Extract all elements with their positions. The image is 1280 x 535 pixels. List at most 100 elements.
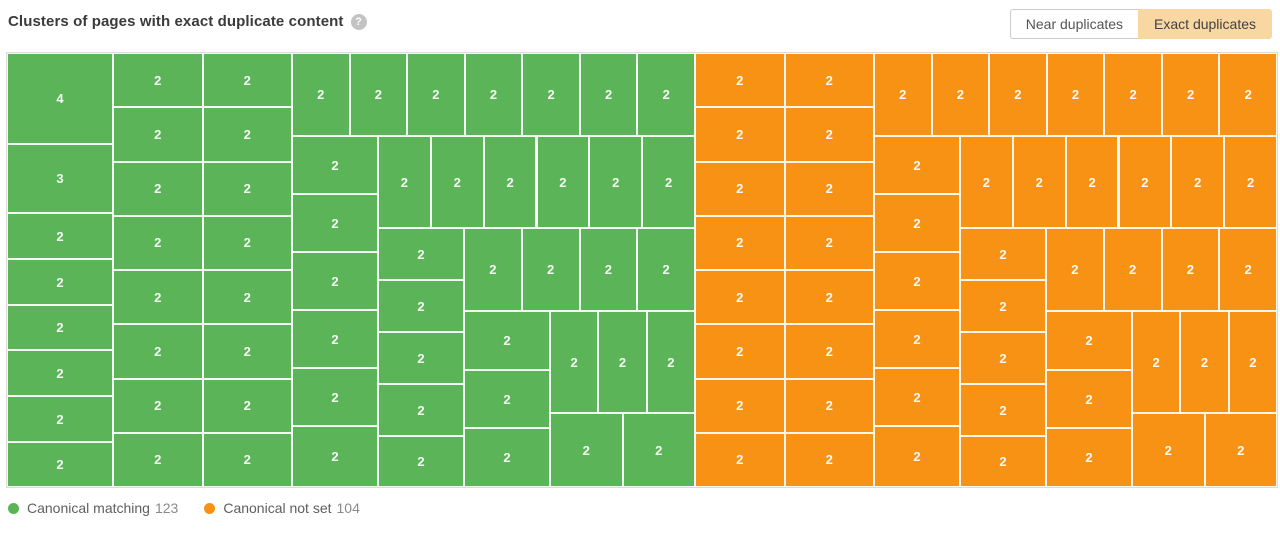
treemap-cell[interactable]: 2 bbox=[378, 332, 464, 384]
treemap-cell[interactable]: 2 bbox=[464, 53, 523, 136]
treemap-cell[interactable]: 2 bbox=[378, 384, 464, 436]
exact-duplicates-button[interactable]: Exact duplicates bbox=[1138, 9, 1272, 39]
treemap-cell[interactable]: 2 bbox=[1161, 53, 1220, 136]
treemap-cell[interactable]: 3 bbox=[7, 144, 113, 213]
treemap-cell[interactable]: 2 bbox=[202, 53, 292, 108]
treemap-cell[interactable]: 2 bbox=[113, 378, 203, 433]
treemap-cell[interactable]: 2 bbox=[1219, 53, 1277, 136]
treemap-cell[interactable]: 2 bbox=[464, 370, 550, 428]
treemap-cell[interactable]: 2 bbox=[521, 228, 580, 311]
treemap-cell[interactable]: 2 bbox=[695, 324, 785, 379]
treemap-cell[interactable]: 2 bbox=[695, 432, 785, 487]
treemap-cell[interactable]: 2 bbox=[784, 107, 874, 162]
treemap-cell[interactable]: 2 bbox=[349, 53, 408, 136]
treemap-cell[interactable]: 2 bbox=[960, 280, 1046, 332]
treemap-cell[interactable]: 2 bbox=[931, 53, 990, 136]
treemap-cell[interactable]: 2 bbox=[522, 53, 580, 136]
treemap-cell[interactable]: 2 bbox=[292, 53, 350, 136]
treemap-cell[interactable]: 2 bbox=[292, 310, 378, 368]
treemap-cell[interactable]: 2 bbox=[7, 396, 113, 442]
treemap-cell[interactable]: 2 bbox=[292, 252, 378, 310]
treemap-cell[interactable]: 2 bbox=[292, 426, 378, 487]
treemap-cell[interactable]: 2 bbox=[646, 311, 695, 413]
treemap-cell[interactable]: 2 bbox=[784, 215, 874, 270]
treemap-cell[interactable]: 2 bbox=[1180, 311, 1229, 413]
treemap-cell[interactable]: 2 bbox=[960, 228, 1046, 280]
treemap-cell[interactable]: 2 bbox=[1224, 136, 1277, 228]
treemap-cell[interactable]: 2 bbox=[637, 53, 695, 136]
treemap-cell[interactable]: 2 bbox=[695, 378, 785, 433]
treemap-cell[interactable]: 2 bbox=[874, 426, 960, 487]
treemap-cell[interactable]: 2 bbox=[589, 136, 643, 228]
treemap-cell[interactable]: 2 bbox=[378, 228, 464, 280]
near-duplicates-button[interactable]: Near duplicates bbox=[1009, 9, 1139, 39]
treemap-cell[interactable]: 2 bbox=[202, 432, 292, 487]
treemap-cell[interactable]: 2 bbox=[1118, 136, 1172, 228]
treemap-cell[interactable]: 2 bbox=[378, 280, 464, 332]
treemap-cell[interactable]: 2 bbox=[378, 136, 431, 228]
treemap-cell[interactable]: 2 bbox=[1219, 228, 1277, 311]
treemap-cell[interactable]: 2 bbox=[202, 270, 292, 325]
treemap-cell[interactable]: 2 bbox=[536, 136, 590, 228]
treemap-cell[interactable]: 2 bbox=[113, 270, 203, 325]
treemap-cell[interactable]: 2 bbox=[1228, 311, 1277, 413]
treemap-cell[interactable]: 2 bbox=[7, 305, 113, 350]
treemap-cell[interactable]: 2 bbox=[960, 436, 1046, 487]
treemap-cell[interactable]: 2 bbox=[292, 194, 378, 252]
treemap-cell[interactable]: 2 bbox=[407, 53, 465, 136]
treemap-cell[interactable]: 2 bbox=[622, 413, 695, 487]
treemap-cell[interactable]: 2 bbox=[784, 53, 874, 108]
treemap-cell[interactable]: 2 bbox=[1103, 228, 1162, 311]
treemap-cell[interactable]: 2 bbox=[874, 136, 960, 194]
treemap-cell[interactable]: 2 bbox=[464, 428, 550, 487]
treemap-cell[interactable]: 2 bbox=[695, 161, 785, 216]
treemap-cell[interactable]: 2 bbox=[113, 432, 203, 487]
treemap-cell[interactable]: 2 bbox=[292, 368, 378, 426]
treemap-cell[interactable]: 2 bbox=[1046, 53, 1105, 136]
treemap-cell[interactable]: 2 bbox=[874, 310, 960, 368]
treemap-cell[interactable]: 2 bbox=[1171, 136, 1225, 228]
treemap-cell[interactable]: 2 bbox=[642, 136, 695, 228]
treemap-cell[interactable]: 2 bbox=[483, 136, 537, 228]
treemap-cell[interactable]: 2 bbox=[960, 332, 1046, 384]
treemap-cell[interactable]: 2 bbox=[784, 161, 874, 216]
help-icon[interactable]: ? bbox=[350, 13, 367, 30]
treemap-cell[interactable]: 2 bbox=[1046, 228, 1104, 311]
treemap-cell[interactable]: 2 bbox=[784, 324, 874, 379]
treemap-cell[interactable]: 2 bbox=[1204, 413, 1277, 487]
treemap-cell[interactable]: 2 bbox=[579, 53, 638, 136]
treemap-cell[interactable]: 2 bbox=[874, 368, 960, 426]
treemap-cell[interactable]: 2 bbox=[113, 215, 203, 270]
treemap-cell[interactable]: 2 bbox=[202, 378, 292, 433]
treemap-cell[interactable]: 2 bbox=[960, 384, 1046, 436]
treemap-cell[interactable]: 2 bbox=[113, 324, 203, 379]
treemap-cell[interactable]: 2 bbox=[464, 311, 550, 370]
treemap-cell[interactable]: 2 bbox=[113, 161, 203, 216]
treemap-cell[interactable]: 2 bbox=[1132, 311, 1181, 413]
treemap-cell[interactable]: 2 bbox=[202, 107, 292, 162]
treemap-cell[interactable]: 2 bbox=[1012, 136, 1066, 228]
treemap-cell[interactable]: 2 bbox=[874, 252, 960, 310]
treemap-cell[interactable]: 2 bbox=[202, 215, 292, 270]
treemap-cell[interactable]: 2 bbox=[598, 311, 647, 413]
treemap-cell[interactable]: 2 bbox=[874, 194, 960, 252]
treemap-cell[interactable]: 2 bbox=[695, 215, 785, 270]
treemap-cell[interactable]: 2 bbox=[1104, 53, 1162, 136]
treemap-cell[interactable]: 2 bbox=[1046, 311, 1132, 370]
treemap-cell[interactable]: 2 bbox=[550, 413, 623, 487]
treemap-cell[interactable]: 2 bbox=[579, 228, 638, 311]
treemap-cell[interactable]: 2 bbox=[7, 259, 113, 305]
treemap-cell[interactable]: 2 bbox=[7, 350, 113, 396]
treemap-cell[interactable]: 2 bbox=[695, 270, 785, 325]
treemap-cell[interactable]: 2 bbox=[202, 324, 292, 379]
treemap-cell[interactable]: 2 bbox=[113, 53, 203, 108]
treemap-cell[interactable]: 2 bbox=[202, 161, 292, 216]
treemap-cell[interactable]: 2 bbox=[1161, 228, 1220, 311]
treemap-cell[interactable]: 2 bbox=[1046, 370, 1132, 428]
treemap-cell[interactable]: 2 bbox=[784, 270, 874, 325]
treemap-cell[interactable]: 2 bbox=[989, 53, 1047, 136]
treemap-cell[interactable]: 2 bbox=[1132, 413, 1205, 487]
treemap-cell[interactable]: 2 bbox=[430, 136, 484, 228]
treemap-cell[interactable]: 2 bbox=[1046, 428, 1132, 487]
treemap-cell[interactable]: 2 bbox=[464, 228, 522, 311]
